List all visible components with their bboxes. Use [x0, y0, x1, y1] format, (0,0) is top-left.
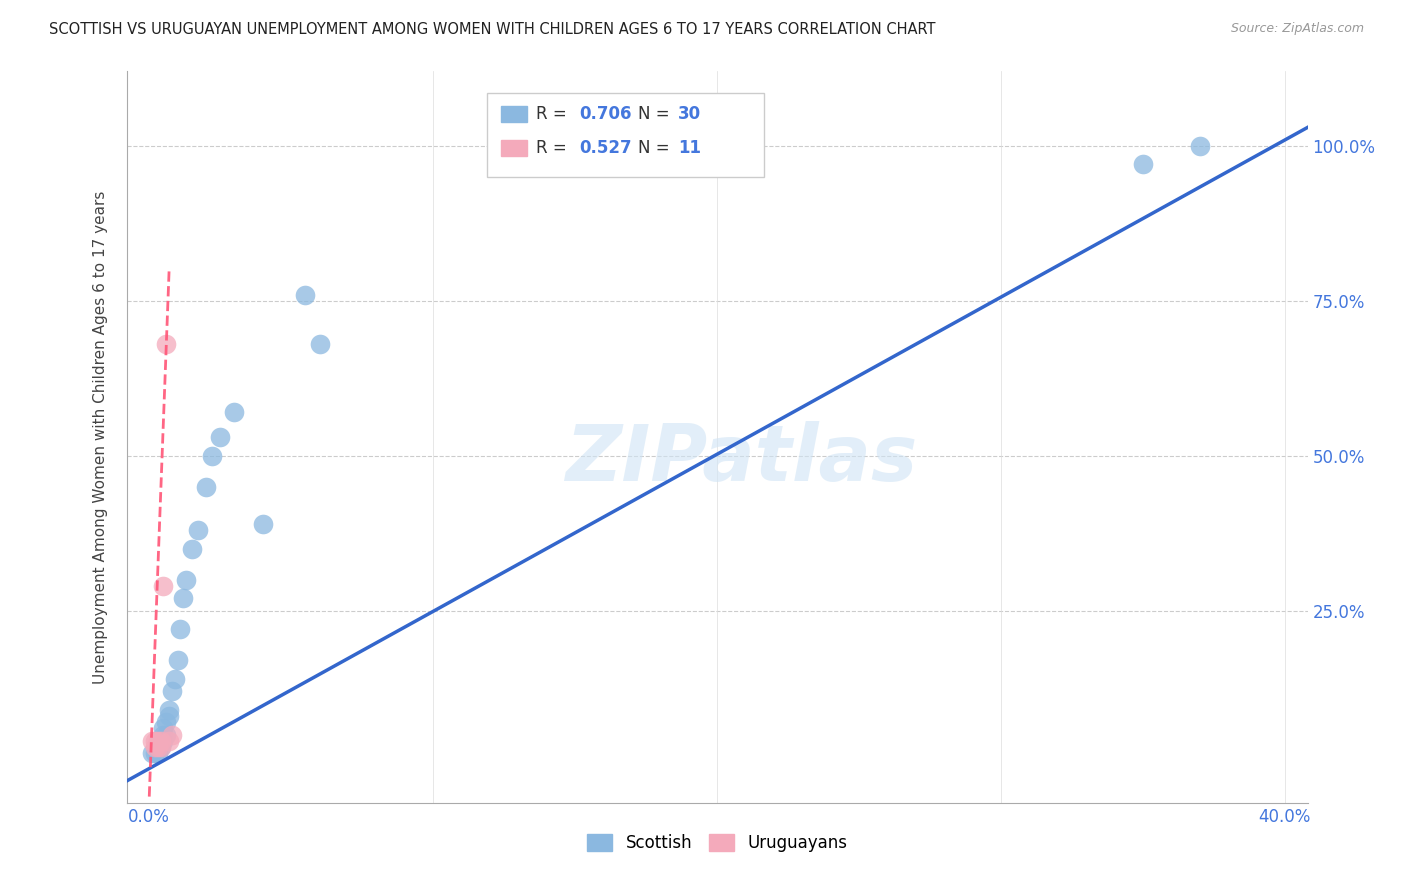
- Point: [146, 739, 169, 754]
- Text: 0.527: 0.527: [579, 139, 631, 157]
- Text: N =: N =: [638, 139, 675, 157]
- Point: [149, 734, 172, 748]
- Point: [252, 516, 274, 531]
- Text: 0.706: 0.706: [579, 104, 631, 123]
- Point: [1188, 138, 1211, 153]
- Point: [149, 739, 172, 754]
- Point: [169, 622, 191, 636]
- Point: [308, 337, 330, 351]
- Point: [155, 715, 177, 730]
- Point: [149, 739, 172, 754]
- Point: [155, 728, 177, 742]
- Point: [166, 653, 188, 667]
- Point: [146, 739, 169, 754]
- Point: [180, 541, 202, 556]
- Text: 30: 30: [678, 104, 702, 123]
- Point: [141, 746, 163, 760]
- Bar: [486, 94, 765, 178]
- Point: [157, 703, 180, 717]
- Point: [294, 287, 316, 301]
- Text: 11: 11: [678, 139, 702, 157]
- Point: [146, 746, 169, 760]
- Point: [143, 734, 166, 748]
- Point: [149, 734, 172, 748]
- Point: [157, 709, 180, 723]
- Bar: [501, 106, 527, 122]
- Point: [160, 684, 183, 698]
- Text: R =: R =: [536, 104, 572, 123]
- Y-axis label: Unemployment Among Women with Children Ages 6 to 17 years: Unemployment Among Women with Children A…: [93, 190, 108, 684]
- Text: SCOTTISH VS URUGUAYAN UNEMPLOYMENT AMONG WOMEN WITH CHILDREN AGES 6 TO 17 YEARS : SCOTTISH VS URUGUAYAN UNEMPLOYMENT AMONG…: [49, 22, 936, 37]
- Point: [172, 591, 194, 606]
- Point: [160, 728, 183, 742]
- Point: [141, 734, 163, 748]
- Point: [201, 449, 224, 463]
- Point: [152, 579, 174, 593]
- Point: [143, 746, 166, 760]
- Text: Source: ZipAtlas.com: Source: ZipAtlas.com: [1230, 22, 1364, 36]
- Text: N =: N =: [638, 104, 675, 123]
- Point: [143, 739, 166, 754]
- Bar: [501, 140, 527, 156]
- Point: [174, 573, 197, 587]
- Point: [152, 722, 174, 736]
- Point: [195, 480, 218, 494]
- Point: [163, 672, 186, 686]
- Point: [224, 405, 246, 419]
- Text: R =: R =: [536, 139, 572, 157]
- Point: [209, 430, 232, 444]
- Point: [157, 734, 180, 748]
- Text: ZIPatlas: ZIPatlas: [565, 421, 917, 497]
- Point: [152, 728, 174, 742]
- Point: [146, 734, 169, 748]
- Point: [186, 523, 208, 537]
- Point: [152, 734, 174, 748]
- Point: [155, 337, 177, 351]
- Point: [1132, 157, 1154, 171]
- Legend: Scottish, Uruguayans: Scottish, Uruguayans: [579, 825, 855, 860]
